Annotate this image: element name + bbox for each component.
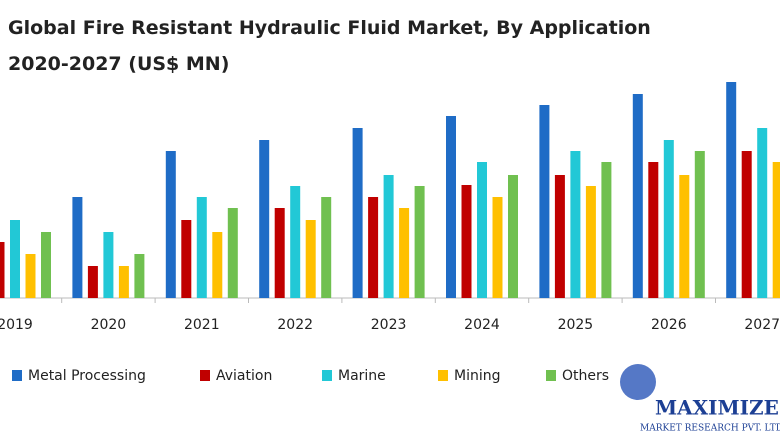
bar bbox=[663, 140, 674, 298]
bar bbox=[477, 162, 487, 298]
bar bbox=[632, 94, 643, 298]
bar bbox=[10, 220, 20, 298]
legend-swatch bbox=[546, 370, 556, 381]
bar bbox=[679, 175, 690, 298]
x-tick-label: 2022 bbox=[277, 317, 313, 333]
legend-label: Marine bbox=[338, 368, 386, 384]
legend-label: Metal Processing bbox=[28, 368, 146, 384]
bar bbox=[570, 151, 581, 298]
x-tick-label: 2026 bbox=[651, 317, 687, 333]
bar bbox=[103, 232, 114, 298]
bar bbox=[741, 151, 752, 298]
bar bbox=[726, 82, 737, 298]
bar bbox=[772, 162, 780, 298]
bar bbox=[757, 128, 768, 298]
bar bbox=[585, 186, 596, 298]
x-tick-label: 2020 bbox=[91, 317, 127, 333]
x-tick-label: 2027 bbox=[744, 317, 780, 333]
legend-label: Mining bbox=[454, 368, 501, 384]
bar bbox=[321, 197, 332, 298]
bar bbox=[305, 220, 316, 298]
bar bbox=[368, 197, 379, 298]
bar bbox=[87, 266, 98, 298]
x-tick-label: 2021 bbox=[184, 317, 220, 333]
legend-label: Aviation bbox=[216, 368, 272, 384]
bar bbox=[227, 208, 238, 298]
logo-tagline: MARKET RESEARCH PVT. LTD. bbox=[640, 424, 780, 434]
bar bbox=[134, 254, 145, 298]
bar bbox=[41, 232, 51, 298]
chart-title: Global Fire Resistant Hydraulic Fluid Ma… bbox=[8, 17, 651, 39]
bar bbox=[118, 266, 129, 298]
bar bbox=[694, 151, 705, 298]
bar bbox=[492, 197, 503, 298]
bar bbox=[414, 186, 425, 298]
x-tick-label: 2024 bbox=[464, 317, 500, 333]
bar bbox=[181, 220, 192, 298]
bar bbox=[648, 162, 659, 298]
bar bbox=[446, 116, 456, 298]
legend-swatch bbox=[200, 370, 210, 381]
bar bbox=[383, 175, 394, 298]
bar bbox=[72, 197, 83, 298]
logo-name: MAXIMIZE bbox=[655, 396, 779, 420]
bar bbox=[0, 242, 5, 298]
bar bbox=[290, 186, 301, 298]
bar bbox=[274, 208, 285, 298]
chart-subtitle: 2020-2027 (US$ MN) bbox=[8, 53, 229, 75]
legend-swatch bbox=[12, 370, 22, 381]
x-tick-label: 2025 bbox=[558, 317, 594, 333]
bar bbox=[508, 175, 518, 298]
bar bbox=[461, 185, 472, 298]
legend-label: Others bbox=[562, 368, 609, 384]
bar bbox=[212, 232, 223, 298]
bar bbox=[165, 151, 176, 298]
legend-swatch bbox=[322, 370, 332, 381]
logo-globe bbox=[620, 364, 656, 400]
bar bbox=[399, 208, 410, 298]
bar bbox=[601, 162, 612, 298]
x-tick-label: 2019 bbox=[0, 317, 33, 333]
bar bbox=[196, 197, 207, 298]
bar bbox=[25, 254, 36, 298]
x-tick-label: 2023 bbox=[371, 317, 407, 333]
legend-swatch bbox=[438, 370, 448, 381]
bar bbox=[259, 140, 270, 298]
bar bbox=[554, 175, 565, 298]
bar bbox=[539, 105, 550, 298]
bar bbox=[352, 128, 363, 298]
